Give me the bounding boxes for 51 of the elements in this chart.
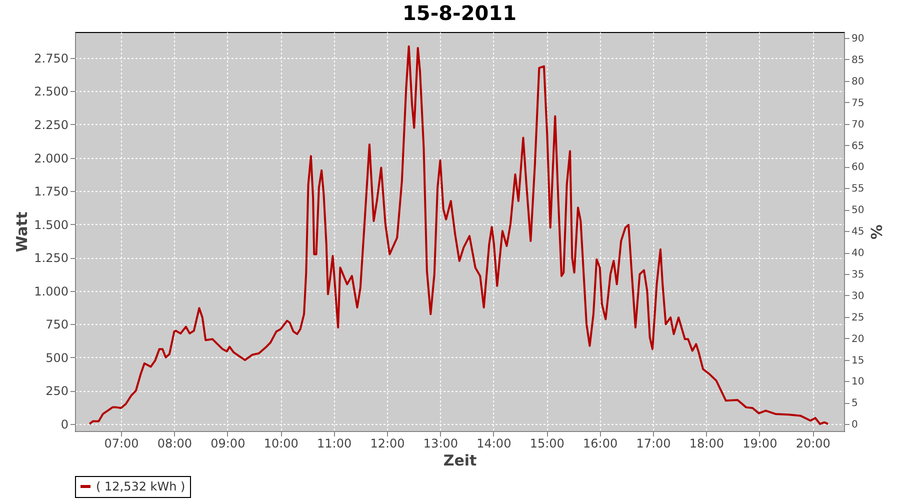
y2-tick-label: 60 [852, 162, 864, 174]
x-tick-label: 17:00 [636, 436, 671, 450]
x-axis-title: Zeit [443, 452, 477, 470]
y-tick-label: 2.250 [34, 118, 68, 132]
y-tick-label: 2.500 [34, 84, 68, 99]
x-tick-label: 18:00 [689, 436, 724, 450]
y-tick-label: 2.750 [34, 51, 68, 66]
y2-tick-label: 65 [852, 140, 864, 152]
x-tick-label: 19:00 [742, 436, 778, 450]
x-tick-label: 15:00 [530, 436, 564, 450]
x-tick-label: 20:00 [796, 436, 830, 450]
y2-tick-label: 15 [852, 355, 864, 366]
y2-tick-label: 45 [852, 226, 864, 238]
chart-title: 15-8-2011 [402, 1, 517, 25]
y2-tick-label: 75 [852, 98, 864, 109]
x-tick-label: 07:00 [104, 436, 139, 450]
y2-tick-label: 0 [852, 420, 858, 431]
y2-tick-label: 90 [852, 34, 864, 45]
x-tick-label: 08:00 [157, 436, 192, 450]
y2-tick-label: 80 [852, 76, 864, 88]
legend-label: ( 12,532 kWh ) [96, 480, 186, 494]
x-tick-label: 13:00 [423, 436, 458, 450]
line-series [88, 45, 830, 425]
y-tick-label: 500 [46, 350, 68, 365]
x-tick-label: 14:00 [476, 436, 512, 450]
y2-tick-label: 25 [852, 312, 864, 324]
y2-tick-label: 5 [852, 398, 858, 410]
y2-tick-label: 20 [852, 334, 864, 345]
y2-tick-label: 50 [852, 205, 864, 216]
y-tick-label: 250 [46, 384, 68, 398]
y-tick-label: 750 [46, 318, 68, 332]
y-tick-label: 0 [60, 417, 68, 432]
y2-tick-label: 40 [852, 248, 864, 260]
x-tick-label: 09:00 [210, 436, 246, 450]
y2-tick-label: 85 [852, 54, 864, 66]
y-tick-label: 1.500 [34, 218, 68, 232]
y2-tick-label: 55 [852, 184, 864, 195]
x-tick-label: 16:00 [583, 436, 618, 450]
y2-tick-label: 35 [852, 269, 864, 280]
y-tick-label: 1.000 [34, 284, 68, 298]
x-tick-label: 11:00 [317, 436, 352, 450]
y2-tick-label: 10 [852, 376, 864, 388]
x-tick-label: 12:00 [370, 436, 405, 450]
y2-axis-title: % [867, 224, 886, 240]
x-tick-label: 10:00 [264, 436, 298, 450]
y-tick-label: 1.750 [34, 184, 68, 199]
y-tick-label: 1.250 [34, 251, 68, 266]
y2-tick-label: 70 [852, 119, 864, 130]
y-axis-title: Watt [13, 212, 32, 252]
y2-tick-label: 30 [852, 290, 864, 302]
y-tick-label: 2.000 [34, 151, 68, 166]
